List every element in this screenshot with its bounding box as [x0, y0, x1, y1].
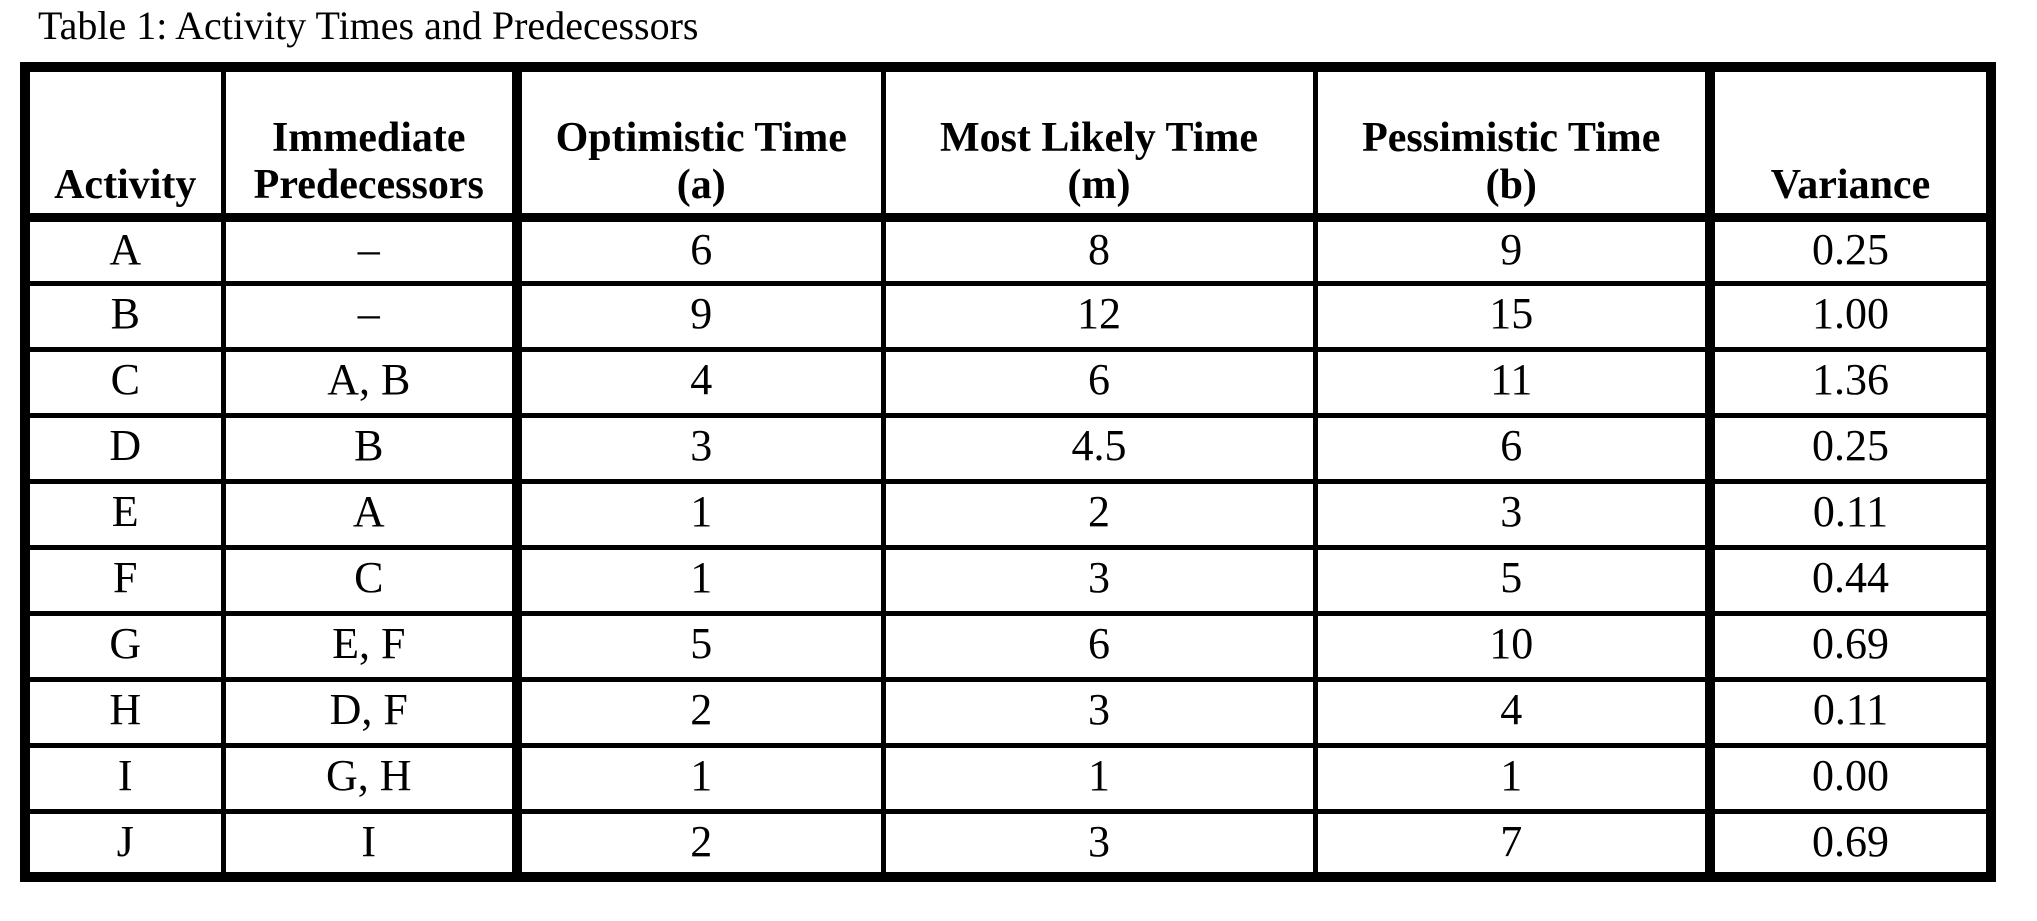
- activity-table: Activity Immediate Predecessors Optimist…: [20, 62, 1996, 882]
- cell-variance: 0.69: [1705, 610, 1994, 682]
- table-row: H D, F 2 3 4 0.11: [22, 676, 1994, 748]
- table-row: J I 2 3 7 0.69: [22, 808, 1994, 880]
- cell-activity: F: [22, 544, 226, 616]
- cell-activity: J: [22, 808, 226, 880]
- cell-most-likely: 6: [880, 610, 1318, 682]
- cell-most-likely: 3: [880, 808, 1318, 880]
- cell-predecessors: A, B: [220, 346, 520, 418]
- cell-predecessors: I: [220, 808, 520, 880]
- cell-predecessors: –: [220, 280, 520, 352]
- cell-optimistic: 2: [512, 676, 886, 748]
- cell-most-likely: 4.5: [880, 412, 1318, 484]
- table-row: D B 3 4.5 6 0.25: [22, 412, 1994, 484]
- cell-variance: 1.00: [1705, 280, 1994, 352]
- cell-pessimistic: 6: [1312, 412, 1713, 484]
- cell-variance: 0.69: [1705, 808, 1994, 880]
- cell-activity: I: [22, 742, 226, 814]
- cell-optimistic: 1: [512, 544, 886, 616]
- header-line: Most Likely Time: [939, 115, 1259, 162]
- cell-variance: 0.11: [1705, 676, 1994, 748]
- cell-most-likely: 2: [880, 478, 1318, 550]
- cell-optimistic: 9: [512, 280, 886, 352]
- cell-variance: 0.25: [1705, 214, 1994, 286]
- cell-optimistic: 5: [512, 610, 886, 682]
- cell-variance: 1.36: [1705, 346, 1994, 418]
- cell-most-likely: 1: [880, 742, 1318, 814]
- cell-pessimistic: 9: [1312, 214, 1713, 286]
- cell-variance: 0.11: [1705, 478, 1994, 550]
- cell-predecessors: A: [220, 478, 520, 550]
- cell-activity: G: [22, 610, 226, 682]
- cell-variance: 0.25: [1705, 412, 1994, 484]
- cell-pessimistic: 10: [1312, 610, 1713, 682]
- table-row: E A 1 2 3 0.11: [22, 478, 1994, 550]
- cell-activity: A: [22, 214, 226, 286]
- cell-predecessors: B: [220, 412, 520, 484]
- cell-predecessors: G, H: [220, 742, 520, 814]
- cell-optimistic: 2: [512, 808, 886, 880]
- cell-pessimistic: 3: [1312, 478, 1713, 550]
- cell-predecessors: D, F: [220, 676, 520, 748]
- cell-variance: 0.00: [1705, 742, 1994, 814]
- col-header-activity: Activity: [22, 64, 226, 222]
- cell-activity: C: [22, 346, 226, 418]
- cell-optimistic: 1: [512, 742, 886, 814]
- header-line: (b): [1485, 162, 1537, 209]
- cell-activity: E: [22, 478, 226, 550]
- cell-most-likely: 8: [880, 214, 1318, 286]
- cell-predecessors: C: [220, 544, 520, 616]
- table-row: I G, H 1 1 1 0.00: [22, 742, 1994, 814]
- cell-pessimistic: 5: [1312, 544, 1713, 616]
- table-caption: Table 1: Activity Times and Predecessors: [38, 3, 699, 48]
- cell-most-likely: 3: [880, 676, 1318, 748]
- header-line: Optimistic Time: [555, 115, 847, 162]
- cell-pessimistic: 4: [1312, 676, 1713, 748]
- cell-activity: H: [22, 676, 226, 748]
- cell-optimistic: 3: [512, 412, 886, 484]
- table-row: C A, B 4 6 11 1.36: [22, 346, 1994, 418]
- cell-optimistic: 6: [512, 214, 886, 286]
- cell-most-likely: 3: [880, 544, 1318, 616]
- header-line: Predecessors: [253, 162, 484, 209]
- cell-pessimistic: 11: [1312, 346, 1713, 418]
- header-line: (a): [676, 162, 726, 209]
- table-body: A –6 8 9 0.25 B –9 12 15 1.00 C A, B 4 6 11 1.36 D B 3 4.5 6…: [22, 214, 1994, 880]
- header-line: Immediate: [271, 115, 466, 162]
- cell-most-likely: 12: [880, 280, 1318, 352]
- cell-predecessors: –: [220, 214, 520, 286]
- cell-pessimistic: 15: [1312, 280, 1713, 352]
- cell-optimistic: 4: [512, 346, 886, 418]
- col-header-immediate-predecessors: Immediate Predecessors: [220, 64, 520, 222]
- col-header-optimistic-time: Optimistic Time (a): [512, 64, 886, 222]
- cell-predecessors: E, F: [220, 610, 520, 682]
- cell-activity: D: [22, 412, 226, 484]
- cell-pessimistic: 7: [1312, 808, 1713, 880]
- table-header: Activity Immediate Predecessors Optimist…: [22, 64, 1994, 222]
- cell-pessimistic: 1: [1312, 742, 1713, 814]
- cell-most-likely: 6: [880, 346, 1318, 418]
- header-line: Pessimistic Time: [1362, 115, 1661, 162]
- header-row: Activity Immediate Predecessors Optimist…: [22, 64, 1994, 222]
- cell-optimistic: 1: [512, 478, 886, 550]
- cell-activity: B: [22, 280, 226, 352]
- table-row: B –9 12 15 1.00: [22, 280, 1994, 352]
- col-header-variance: Variance: [1705, 64, 1994, 222]
- header-line: (m): [1067, 162, 1131, 209]
- table-row: F C 1 3 5 0.44: [22, 544, 1994, 616]
- col-header-pessimistic-time: Pessimistic Time (b): [1312, 64, 1713, 222]
- col-header-most-likely-time: Most Likely Time (m): [880, 64, 1318, 222]
- table-row: A –6 8 9 0.25: [22, 214, 1994, 286]
- table-row: G E, F 5 6 10 0.69: [22, 610, 1994, 682]
- cell-variance: 0.44: [1705, 544, 1994, 616]
